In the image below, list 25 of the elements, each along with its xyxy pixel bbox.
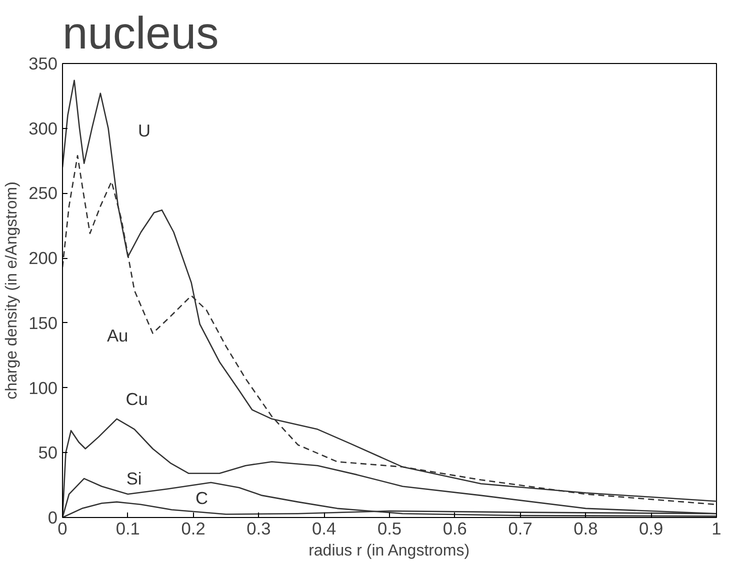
series-label: C	[196, 488, 208, 508]
y-tick-label: 100	[28, 378, 58, 398]
x-tick-label: 0.5	[377, 518, 402, 538]
x-tick-label: 0.4	[312, 518, 337, 538]
series-label: U	[138, 120, 151, 140]
x-tick-label: 0.1	[116, 518, 140, 538]
y-tick-label: 300	[28, 118, 58, 138]
y-tick-label: 250	[28, 183, 58, 204]
x-tick-label: 0.3	[246, 518, 271, 538]
y-tick-label: 150	[28, 312, 58, 333]
x-tick-label: 0.9	[639, 518, 664, 538]
series-label: Si	[126, 468, 142, 489]
chart-title: nucleus	[62, 8, 219, 58]
x-tick-label: 1	[712, 518, 722, 538]
x-tick-label: 0.8	[574, 518, 598, 538]
y-tick-label: 200	[28, 248, 58, 268]
y-axis-title: charge density (in e/Angstrom)	[4, 182, 21, 400]
y-tick-label: 50	[38, 442, 58, 463]
x-tick-label: 0.2	[181, 518, 206, 538]
x-tick-label: 0.7	[508, 518, 532, 538]
series-label: Cu	[126, 388, 148, 409]
y-tick-label: 350	[28, 54, 58, 74]
series-label: Au	[106, 326, 128, 346]
x-tick-label: 0.6	[442, 518, 467, 538]
x-axis-title: radius r (in Angstroms)	[308, 542, 470, 560]
